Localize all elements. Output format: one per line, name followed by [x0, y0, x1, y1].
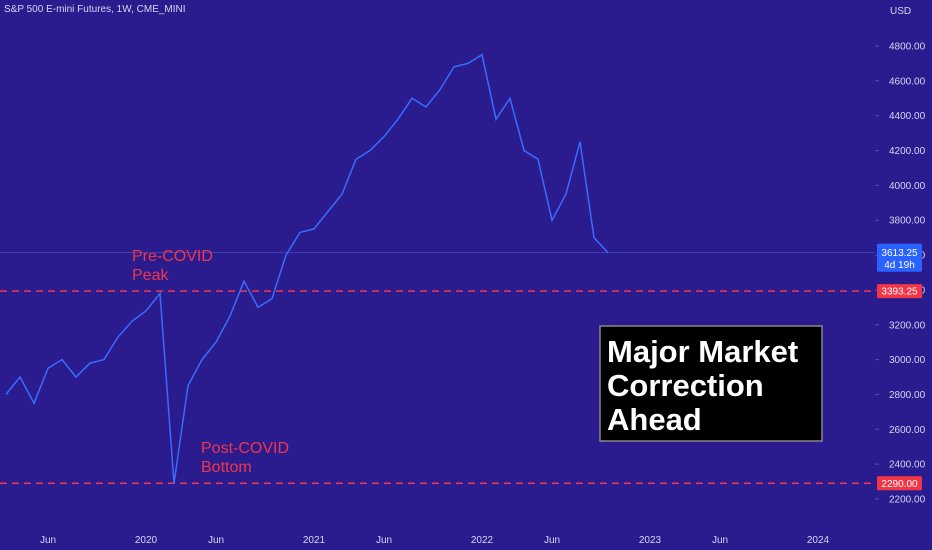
- x-tick-label: 2020: [135, 535, 158, 546]
- y-tick-label: 4200.00: [889, 146, 926, 157]
- y-tick-label: 3200.00: [889, 320, 926, 331]
- y-tick-label: 2800.00: [889, 390, 926, 401]
- last-price-box: [877, 243, 922, 272]
- callout-box: [599, 325, 823, 442]
- annotation: Pre-COVID: [132, 248, 213, 265]
- x-tick-label: 2023: [639, 535, 662, 546]
- chart-title: S&P 500 E-mini Futures, 1W, CME_MINI: [4, 4, 186, 15]
- x-tick-label: 2021: [303, 535, 326, 546]
- annotation: Post-COVID: [201, 440, 289, 457]
- x-tick-label: Jun: [712, 535, 728, 546]
- currency-label: USD: [890, 6, 911, 17]
- countdown-label: 4d 19h: [884, 260, 915, 271]
- annotation: Major Market: [607, 334, 798, 369]
- annotation: Bottom: [201, 459, 252, 476]
- annotation: Ahead: [607, 402, 702, 437]
- y-tick-label: 4400.00: [889, 111, 926, 122]
- last-price-label: 3613.25: [881, 248, 918, 259]
- annotation: Correction: [607, 368, 764, 403]
- y-tick-label: 2200.00: [889, 494, 926, 505]
- price-label-box: [877, 284, 922, 299]
- price-label: 2290.00: [881, 479, 918, 490]
- annotation: Peak: [132, 267, 169, 284]
- x-tick-label: 2022: [471, 535, 494, 546]
- y-tick-label: 3000.00: [889, 355, 926, 366]
- x-tick-label: 2024: [807, 535, 830, 546]
- x-tick-label: Jun: [544, 535, 560, 546]
- y-tick-label: 2600.00: [889, 425, 926, 436]
- x-tick-label: Jun: [40, 535, 56, 546]
- x-tick-label: Jun: [208, 535, 224, 546]
- y-tick-label: 4000.00: [889, 181, 926, 192]
- y-tick-label: 2400.00: [889, 460, 926, 471]
- x-tick-label: Jun: [376, 535, 392, 546]
- price-label-box: [877, 476, 922, 491]
- y-tick-label: 4600.00: [889, 76, 926, 87]
- y-tick-label: 3800.00: [889, 216, 926, 227]
- price-line-series: [5, 53, 609, 484]
- y-tick-label: 4800.00: [889, 41, 926, 52]
- price-label: 3393.25: [881, 287, 918, 298]
